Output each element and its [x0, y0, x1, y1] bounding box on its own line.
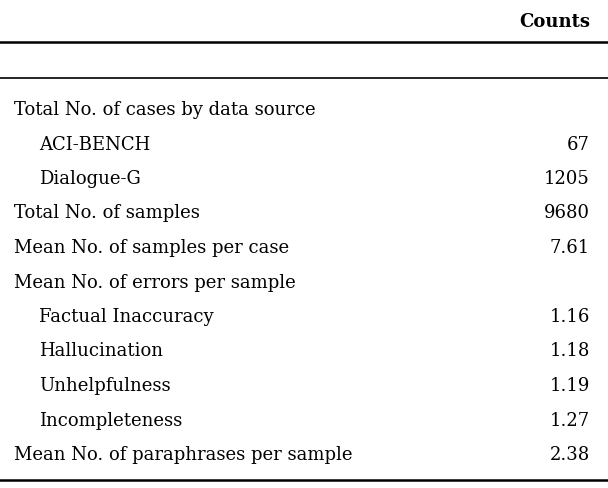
Text: Mean No. of samples per case: Mean No. of samples per case — [14, 239, 289, 257]
Text: Counts: Counts — [519, 13, 590, 31]
Text: ACI-BENCH: ACI-BENCH — [39, 136, 150, 154]
Text: Unhelpfulness: Unhelpfulness — [39, 377, 171, 395]
Text: 1.19: 1.19 — [550, 377, 590, 395]
Text: 1.18: 1.18 — [550, 343, 590, 361]
Text: Dialogue-G: Dialogue-G — [39, 170, 140, 188]
Text: Mean No. of errors per sample: Mean No. of errors per sample — [14, 273, 295, 291]
Text: 1205: 1205 — [544, 170, 590, 188]
Text: 67: 67 — [567, 136, 590, 154]
Text: 2.38: 2.38 — [550, 446, 590, 464]
Text: Total No. of cases by data source: Total No. of cases by data source — [14, 101, 316, 119]
Text: 7.61: 7.61 — [550, 239, 590, 257]
Text: Factual Inaccuracy: Factual Inaccuracy — [39, 308, 213, 326]
Text: 1.16: 1.16 — [550, 308, 590, 326]
Text: Mean No. of paraphrases per sample: Mean No. of paraphrases per sample — [14, 446, 353, 464]
Text: Incompleteness: Incompleteness — [39, 411, 182, 429]
Text: 9680: 9680 — [544, 204, 590, 223]
Text: 1.27: 1.27 — [550, 411, 590, 429]
Text: Total No. of samples: Total No. of samples — [14, 204, 200, 223]
Text: Hallucination: Hallucination — [39, 343, 163, 361]
